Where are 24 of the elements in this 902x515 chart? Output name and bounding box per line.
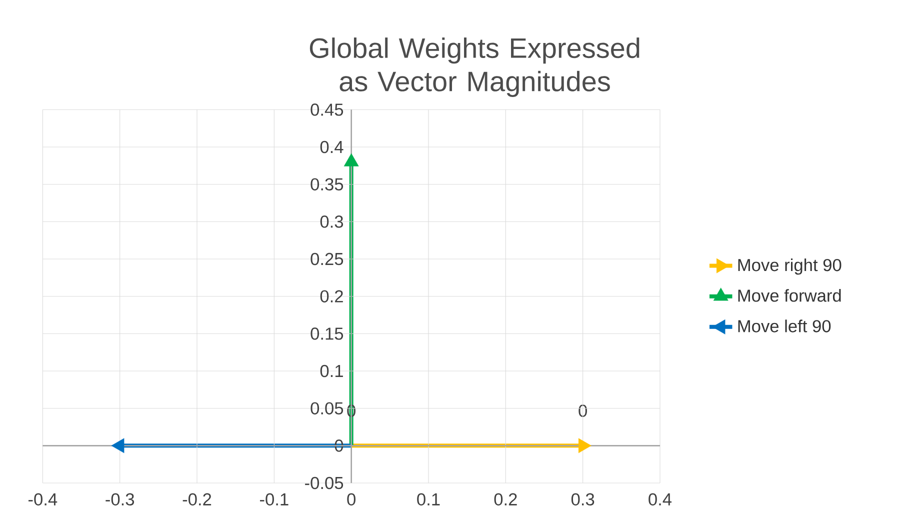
- chart-title: Global Weights Expressed as Vector Magnitudes: [310, 38, 640, 97]
- y-tick-label: 0.25: [310, 252, 344, 266]
- x-tick-label: -0.2: [182, 493, 212, 506]
- data-label: 0: [578, 404, 587, 417]
- y-tick-label: 0.45: [310, 104, 344, 116]
- x-tick-label: -0.4: [28, 493, 58, 506]
- x-tick-label: 0: [347, 493, 356, 506]
- x-tick-label: 0.4: [648, 493, 672, 506]
- x-tick-label: 0.3: [571, 493, 594, 506]
- y-tick-label: 0.35: [310, 178, 344, 190]
- legend-label: Move right 90: [738, 258, 842, 275]
- x-tick-label: -0.3: [106, 493, 134, 506]
- y-tick-label: 0.3: [320, 216, 344, 228]
- y-tick-label: 0.1: [320, 364, 343, 378]
- y-tick-label: 0.4: [320, 140, 344, 154]
- x-tick-label: -0.1: [260, 493, 288, 506]
- y-tick-label: -0.05: [305, 476, 344, 490]
- x-tick-label: 0.1: [417, 493, 440, 506]
- x-tick-label: 0.2: [494, 493, 517, 506]
- legend-label: Move left 90: [738, 320, 831, 332]
- y-tick-label: 0.05: [310, 402, 344, 414]
- legend-label: Move forward: [738, 289, 841, 302]
- y-tick-label: 0.2: [320, 290, 343, 302]
- y-tick-label: 0.15: [310, 328, 344, 340]
